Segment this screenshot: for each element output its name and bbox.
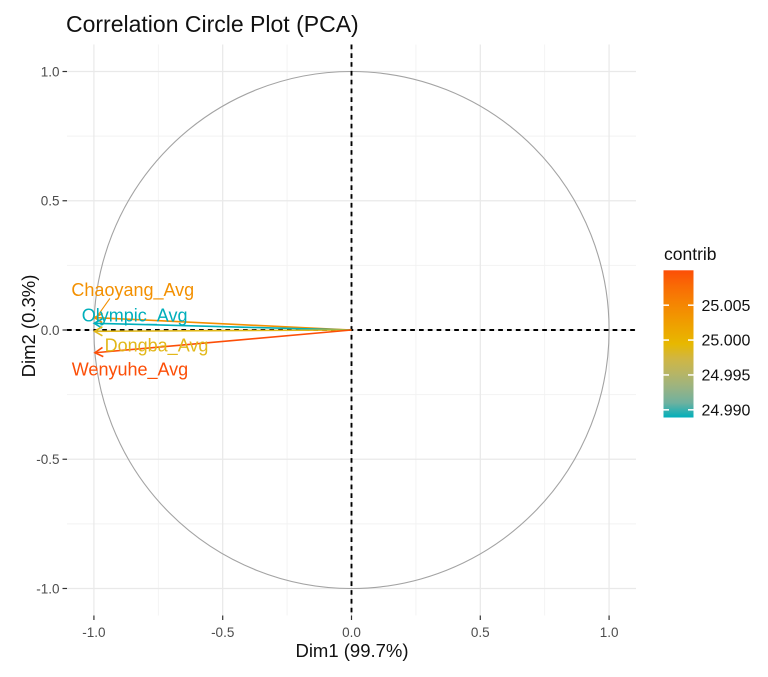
vector-line-Dongba_Avg	[94, 329, 352, 333]
y-axis-title: Dim2 (0.3%)	[18, 275, 39, 378]
colorbar-tick-label: 24.990	[702, 402, 751, 419]
label-leader-Chaoyang_Avg	[96, 298, 111, 317]
y-tick-label: 1.0	[41, 64, 60, 79]
legend-title: contrib	[664, 244, 717, 264]
y-tick-label: -1.0	[36, 581, 59, 596]
colorbar-ticks	[663, 304, 694, 411]
x-tick-label: -1.0	[82, 625, 105, 640]
vector-line-Olympic_Avg	[94, 322, 352, 331]
vector-line-Wenyuhe_Avg	[94, 329, 352, 354]
plot-title: Correlation Circle Plot (PCA)	[66, 11, 359, 37]
x-tick-label: 0.5	[471, 625, 490, 640]
variable-labels: Chaoyang_Avg Olympic_Avg Dongba_Avg Wenyuhe…	[71, 280, 208, 380]
variable-vectors	[92, 298, 352, 358]
variable-label-Wenyuhe_Avg: Wenyuhe_Avg	[72, 359, 188, 380]
colorbar-tick-label: 25.000	[702, 333, 751, 350]
x-axis-title: Dim1 (99.7%)	[295, 640, 408, 661]
contrib-colorbar-legend: contrib 25.005 25.000 24.995 24.990	[663, 244, 751, 420]
colorbar	[663, 270, 694, 418]
vector-line-Chaoyang_Avg	[94, 316, 352, 331]
y-tick-label: -0.5	[36, 452, 59, 467]
y-tick-label: 0.5	[41, 194, 60, 209]
colorbar-labels: 25.005 25.000 24.995 24.990	[702, 298, 751, 420]
x-tick-label: -0.5	[211, 625, 234, 640]
vector-arrowhead-Olympic_Avg	[92, 318, 103, 329]
vector-arrowhead-Wenyuhe_Avg	[93, 346, 104, 358]
axis-ticks-and-labels: -1.0 -0.5 0.0 0.5 1.0 -1.0 -0.5 0.0 0.5 1.0	[36, 64, 618, 640]
y-tick-label: 0.0	[41, 323, 60, 338]
variable-label-Dongba_Avg: Dongba_Avg	[105, 335, 209, 356]
variable-label-Olympic_Avg: Olympic_Avg	[82, 306, 188, 327]
colorbar-tick-label: 24.995	[702, 368, 751, 385]
x-tick-label: 0.0	[342, 625, 361, 640]
vector-arrowhead-Dongba_Avg	[92, 325, 103, 337]
x-tick-label: 1.0	[600, 625, 619, 640]
colorbar-tick-label: 25.005	[702, 298, 751, 315]
variable-label-Chaoyang_Avg: Chaoyang_Avg	[71, 280, 194, 301]
